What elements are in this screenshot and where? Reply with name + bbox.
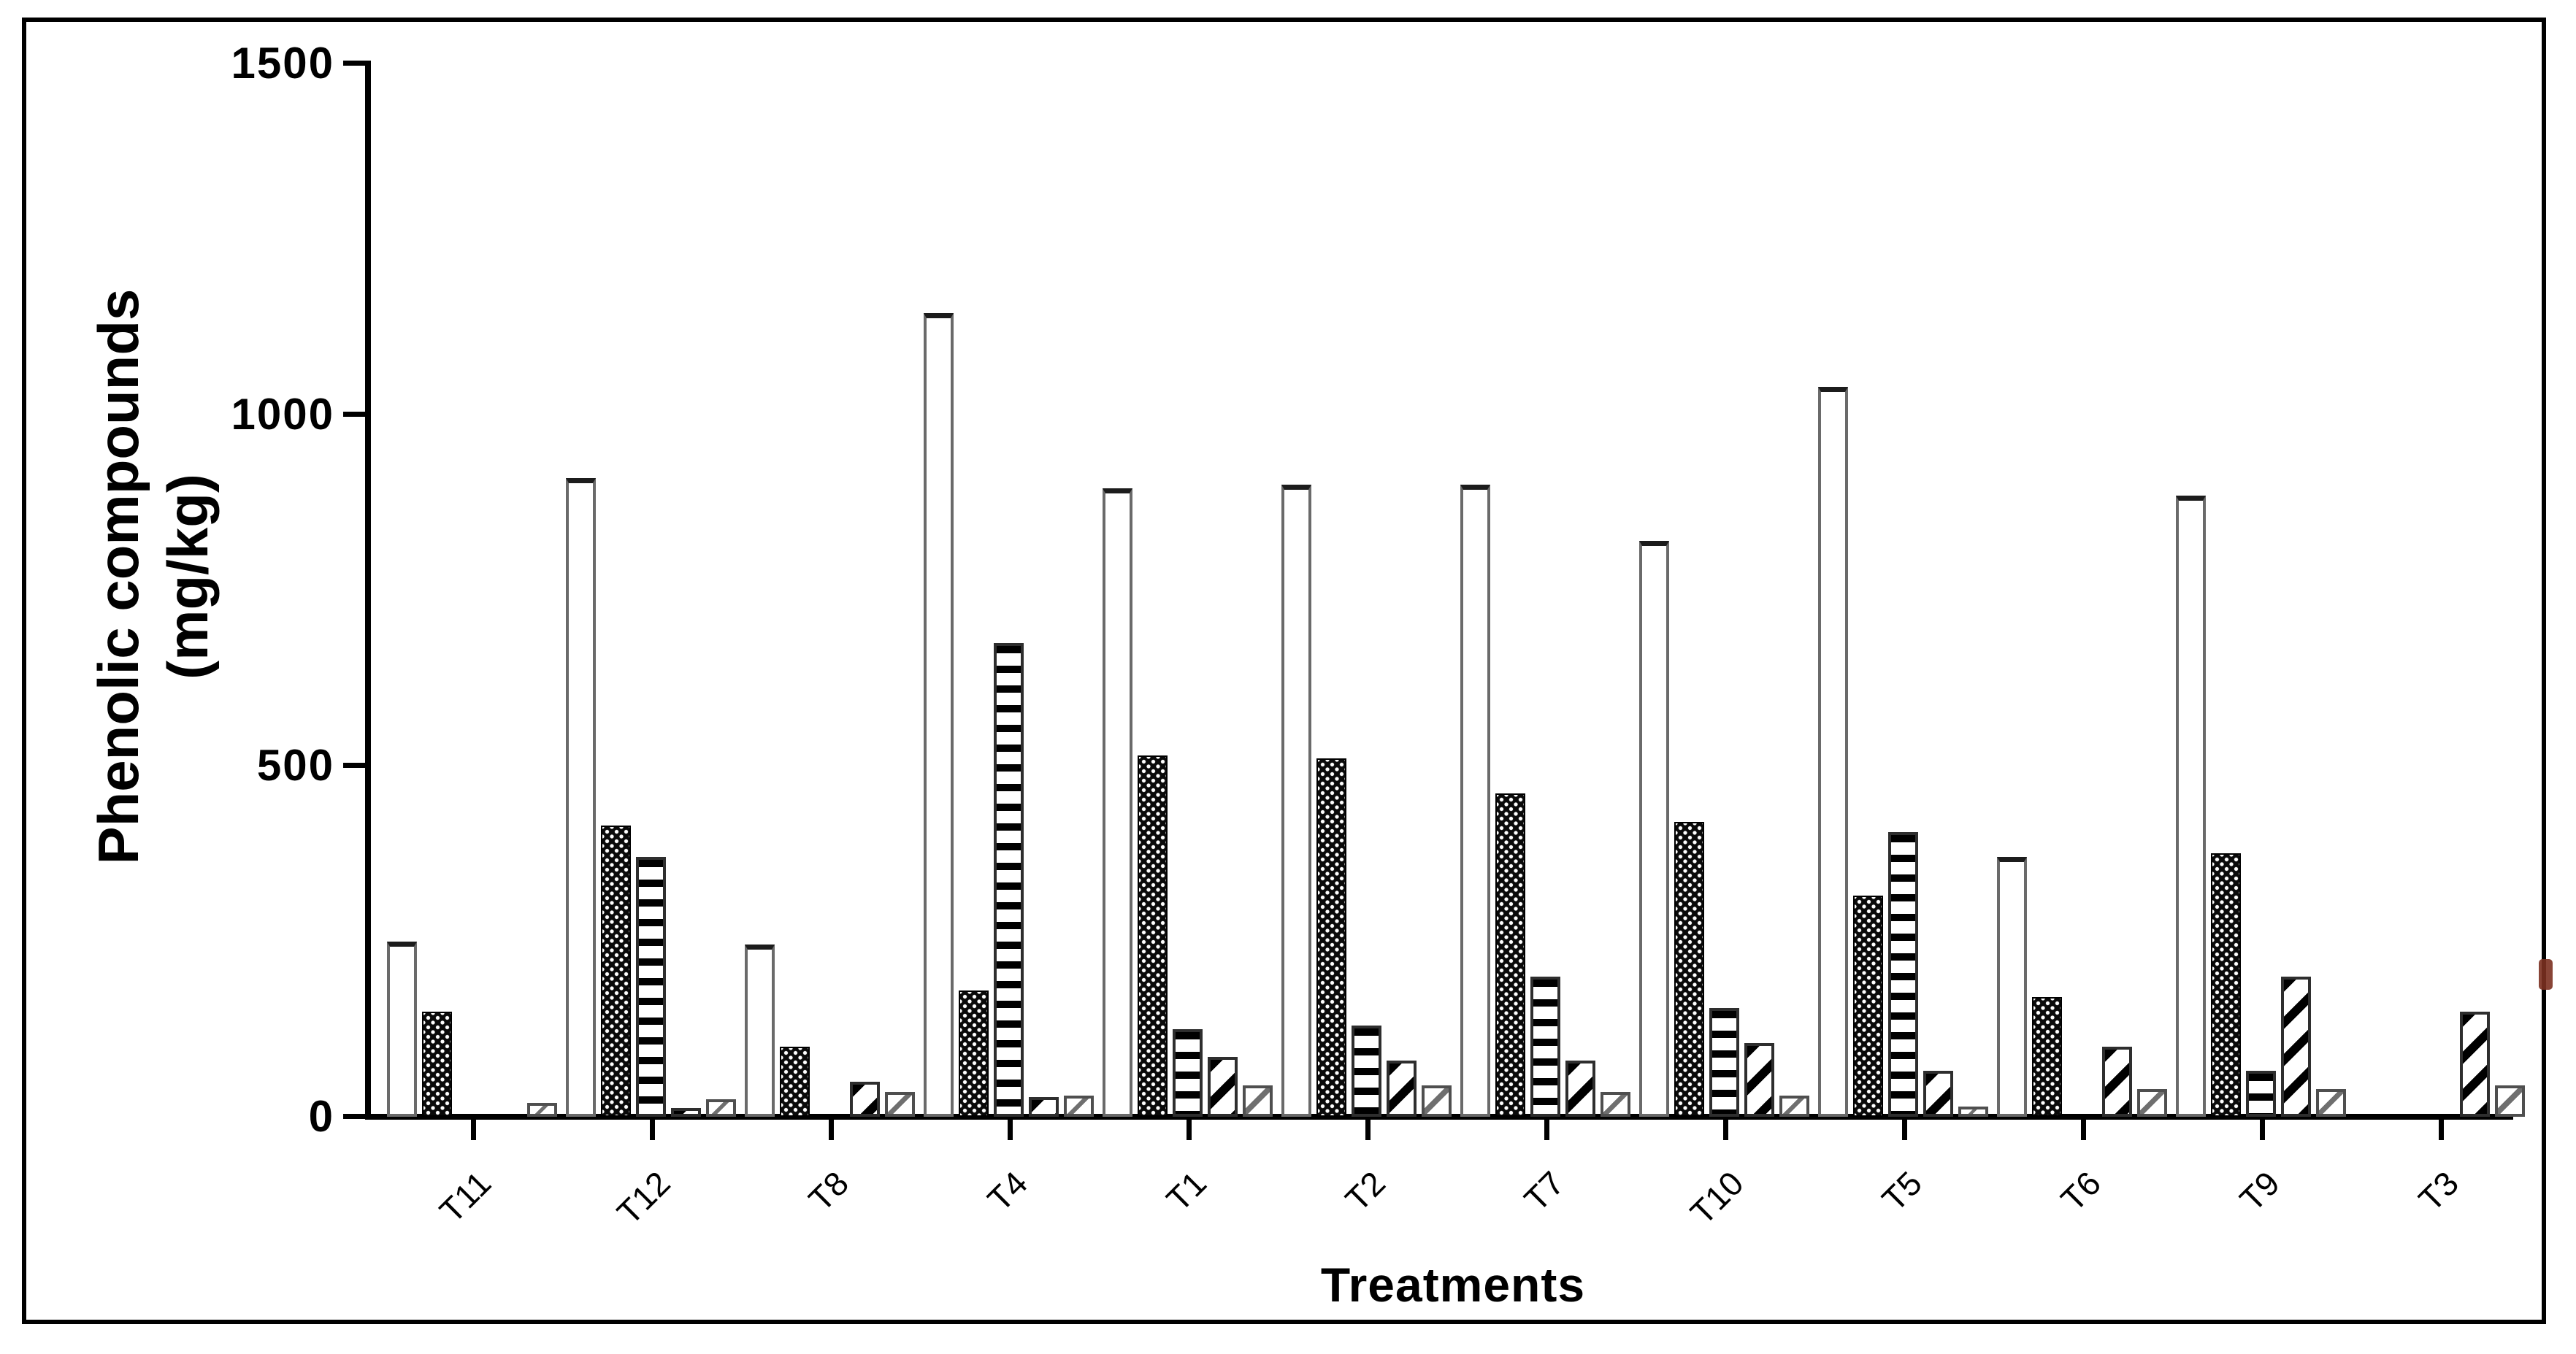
black-dotted-bar [1674, 821, 1704, 1117]
small-open-bar [1958, 1106, 1988, 1117]
diagonal-striped-bar [1029, 1097, 1059, 1117]
diagonal-striped-bar [1387, 1061, 1417, 1117]
x-tick-label-t6: T6 [2053, 1163, 2109, 1219]
y-tick [343, 763, 365, 768]
x-tick [1008, 1117, 1013, 1140]
small-open-bar [1779, 1096, 1809, 1117]
black-dotted-bar [1138, 755, 1168, 1117]
x-tick-label-t4: T4 [980, 1163, 1035, 1219]
small-open-bar [1422, 1085, 1452, 1117]
x-axis-title: Treatments [1320, 1258, 1586, 1312]
diagonal-striped-bar [2460, 1011, 2490, 1117]
open-bar [745, 945, 775, 1117]
x-tick-label-t8: T8 [801, 1163, 856, 1219]
black-dotted-bar [1495, 793, 1525, 1117]
y-tick [343, 61, 365, 66]
y-tick-label: 0 [308, 1092, 334, 1141]
open-bar [1103, 488, 1132, 1117]
y-tick-label: 1000 [231, 390, 334, 439]
x-tick [829, 1117, 834, 1140]
x-tick [1723, 1117, 1728, 1140]
open-bar [1818, 386, 1848, 1117]
black-dotted-bar [2032, 997, 2062, 1117]
open-bar [2176, 495, 2206, 1117]
black-dotted-bar [780, 1046, 810, 1117]
x-tick [650, 1117, 655, 1140]
x-tick [2260, 1117, 2265, 1140]
y-axis-title-line1: Phenolic compounds [86, 288, 150, 865]
x-tick-label-t10: T10 [1682, 1163, 1751, 1232]
x-tick-label-t7: T7 [1517, 1163, 1572, 1219]
y-tick [343, 412, 365, 417]
y-tick [343, 1114, 365, 1119]
small-open-bar [2137, 1088, 2167, 1117]
x-tick [2439, 1117, 2444, 1140]
open-bar [387, 941, 417, 1117]
small-open-bar [1243, 1085, 1273, 1117]
diagonal-striped-bar [850, 1081, 880, 1117]
x-tick-label-t5: T5 [1874, 1163, 1930, 1219]
small-open-bar [2316, 1088, 2346, 1117]
small-open-bar [706, 1099, 736, 1117]
small-open-bar [527, 1102, 557, 1117]
horizontal-striped-bar [636, 857, 666, 1117]
black-dotted-bar [422, 1011, 452, 1117]
horizontal-striped-bar [1173, 1028, 1203, 1117]
diagonal-striped-bar [1208, 1057, 1238, 1117]
red-artifact-mark [2539, 959, 2553, 990]
open-bar [1997, 857, 2027, 1117]
open-bar [924, 312, 954, 1117]
diagonal-striped-bar [2102, 1046, 2132, 1117]
open-bar [1639, 541, 1669, 1117]
y-axis-title: Phenolic compounds (mg/kg) [84, 95, 230, 1058]
small-open-bar [1064, 1096, 1094, 1117]
open-bar [1281, 485, 1311, 1117]
y-axis-title-line2: (mg/kg) [156, 474, 221, 680]
x-tick [1902, 1117, 1907, 1140]
horizontal-striped-bar [1352, 1025, 1381, 1117]
x-axis-line [365, 1114, 2513, 1120]
diagonal-striped-bar [671, 1108, 701, 1117]
horizontal-striped-bar [1709, 1007, 1739, 1117]
black-dotted-bar [1853, 895, 1883, 1117]
y-tick-label: 1500 [231, 39, 334, 88]
black-dotted-bar [601, 825, 631, 1117]
open-bar [1460, 485, 1490, 1117]
y-tick-label: 500 [256, 741, 334, 790]
x-tick [1365, 1117, 1371, 1140]
x-tick [1187, 1117, 1192, 1140]
x-tick-label-t2: T2 [1338, 1163, 1393, 1219]
diagonal-striped-bar [1565, 1061, 1595, 1117]
black-dotted-bar [959, 990, 989, 1117]
small-open-bar [885, 1092, 915, 1117]
diagonal-striped-bar [1923, 1071, 1953, 1117]
y-axis-line [365, 61, 371, 1120]
x-tick-label-t9: T9 [2232, 1163, 2288, 1219]
open-bar [566, 477, 596, 1117]
x-tick-label-t3: T3 [2411, 1163, 2466, 1219]
x-tick [471, 1117, 476, 1140]
x-tick-label-t12: T12 [609, 1163, 678, 1232]
x-tick-label-t1: T1 [1159, 1163, 1214, 1219]
small-open-bar [2495, 1085, 2525, 1117]
x-tick [1544, 1117, 1549, 1140]
horizontal-striped-bar [994, 642, 1024, 1117]
horizontal-striped-bar [1530, 976, 1560, 1117]
diagonal-striped-bar [2281, 976, 2311, 1117]
horizontal-striped-bar [1888, 832, 1918, 1117]
x-tick [2081, 1117, 2086, 1140]
black-dotted-bar [2211, 853, 2241, 1117]
horizontal-striped-bar [2246, 1071, 2276, 1117]
black-dotted-bar [1316, 758, 1346, 1117]
diagonal-striped-bar [1744, 1042, 1774, 1117]
small-open-bar [1601, 1092, 1630, 1117]
x-tick-label-t11: T11 [432, 1163, 499, 1231]
